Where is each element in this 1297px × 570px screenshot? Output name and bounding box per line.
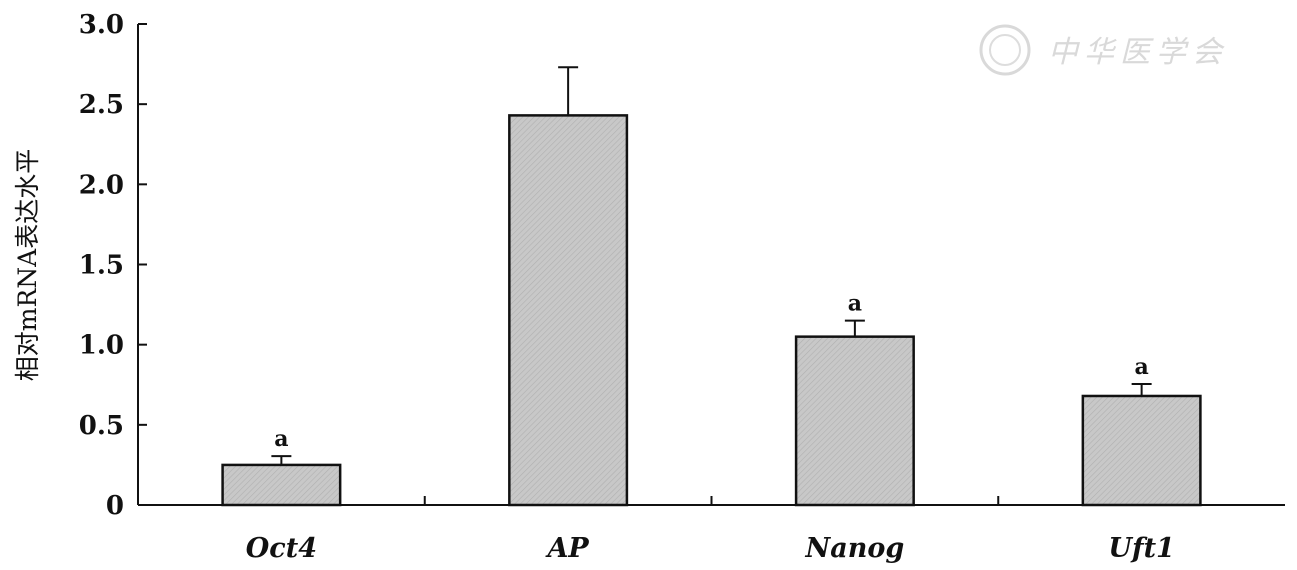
y-axis-label: 相对mRNA表达水平: [13, 149, 42, 381]
watermark-text: 中华医学会: [1048, 35, 1228, 70]
watermark-seal-icon: [979, 24, 1031, 76]
x-tick-label: Uft1: [1108, 533, 1174, 564]
bar-nanog: [794, 335, 915, 507]
y-tick-label: 1.5: [79, 251, 124, 281]
y-tick-label: 0: [106, 491, 124, 521]
x-tick-label: Oct4: [246, 533, 317, 564]
significance-label: a: [1134, 354, 1148, 380]
bar-uft1: [1081, 394, 1202, 507]
bar-ap: [508, 114, 629, 507]
y-tick-label: 1.0: [79, 331, 124, 361]
bars: a a a: [221, 66, 1202, 507]
watermark: 中华医学会: [979, 24, 1228, 76]
significance-label: a: [848, 291, 862, 317]
significance-label: a: [274, 426, 288, 452]
y-tick-label: 3.0: [79, 10, 124, 40]
y-tick-label: 0.5: [79, 411, 124, 441]
category-labels: Oct4 AP Nanog Uft1: [246, 533, 1175, 564]
x-tick-label: Nanog: [805, 533, 905, 564]
y-axis-ticks: 0 0.5 1.0 1.5 2.0 2.5 3.0: [79, 10, 147, 521]
y-tick-label: 2.0: [79, 170, 124, 200]
x-tick-label: AP: [544, 533, 589, 564]
bar-oct4: [221, 463, 342, 507]
y-tick-label: 2.5: [79, 90, 124, 120]
